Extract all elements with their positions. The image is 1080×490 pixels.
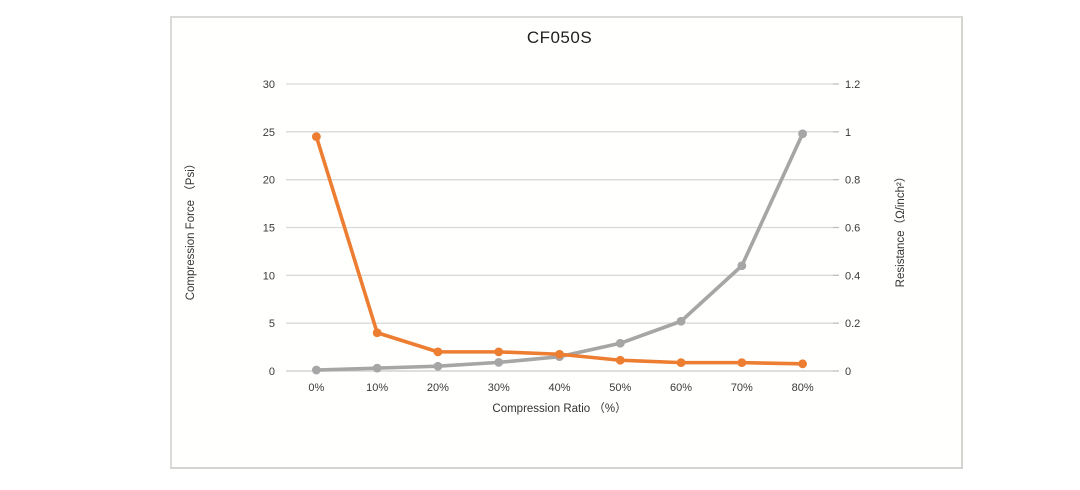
- right-axis-tick-label: 1.2: [845, 79, 860, 91]
- right-axis-tick-label: 0: [845, 366, 851, 378]
- right-axis-tick-label: 0.2: [845, 318, 860, 330]
- series-resistance-marker: [737, 358, 747, 368]
- right-axis-tick-label: 0.6: [845, 223, 860, 235]
- x-axis-title: Compression Ratio （%）: [492, 403, 627, 415]
- x-axis-tick-label: 0%: [308, 382, 324, 394]
- x-axis-tick-labels: 0% 10% 20% 30% 40% 50% 60% 70% 80%: [308, 382, 813, 394]
- left-axis-tick-label: 15: [263, 223, 275, 235]
- right-axis-tick-label: 1: [845, 127, 851, 139]
- left-axis-tick-label: 5: [269, 318, 275, 330]
- x-axis-tick-label: 60%: [670, 382, 692, 394]
- series-resistance-marker: [798, 359, 808, 369]
- series-compression-force-marker: [798, 129, 808, 139]
- x-axis-tick-label: 10%: [366, 382, 388, 394]
- series-resistance-marker: [555, 349, 564, 359]
- series-compression-force-line: [314, 131, 805, 372]
- left-axis-tick-label: 10: [263, 270, 275, 282]
- left-axis-tick-label: 30: [263, 79, 275, 91]
- series-compression-force-marker: [311, 365, 321, 375]
- series-resistance-marker: [433, 347, 443, 357]
- series-compression-force-marker: [433, 361, 443, 371]
- x-axis-tick-label: 30%: [488, 382, 510, 394]
- series-resistance-line: [314, 134, 805, 366]
- left-axis-tick-labels: 0 5 10 15 20 25 30: [263, 79, 275, 378]
- x-axis-tick-label: 80%: [792, 382, 814, 394]
- series-compression-force-marker: [676, 316, 686, 326]
- x-axis-tick-label: 50%: [609, 382, 631, 394]
- series-resistance-marker: [311, 132, 321, 142]
- series-compression-force-marker: [615, 338, 625, 348]
- x-axis-tick-label: 40%: [548, 382, 570, 394]
- right-axis-tick-label: 0.4: [845, 270, 860, 282]
- left-axis-tick-label: 0: [269, 366, 275, 378]
- series-resistance-marker: [372, 328, 382, 338]
- series-resistance-marker: [494, 347, 504, 357]
- series-layer: [311, 129, 808, 375]
- chart-title: CF050S: [526, 28, 593, 47]
- right-axis-tick-labels: 0 0.2 0.4 0.6 0.8 1 1.2: [845, 79, 860, 378]
- series-resistance-marker: [676, 358, 686, 368]
- gridlines: [286, 83, 833, 372]
- x-axis-tick-label: 70%: [731, 382, 753, 394]
- chart-frame: CF050S Compression Force （Psi） Resistanc…: [170, 16, 963, 469]
- right-axis-tick-marks: [833, 83, 839, 372]
- plot-area: 0 5 10 15 20 25 30 0 0.2 0.4 0.6 0.8 1 1.2 0% 10% 20% 3…: [263, 79, 861, 394]
- series-compression-force-marker: [737, 261, 747, 271]
- series-compression-force-marker: [494, 357, 504, 367]
- right-axis-tick-label: 0.8: [845, 175, 860, 187]
- series-resistance-marker: [615, 355, 625, 365]
- left-axis-tick-label: 20: [263, 175, 275, 187]
- series-compression-force-marker: [372, 363, 382, 373]
- x-axis-tick-label: 20%: [427, 382, 449, 394]
- left-axis-tick-label: 25: [263, 127, 275, 139]
